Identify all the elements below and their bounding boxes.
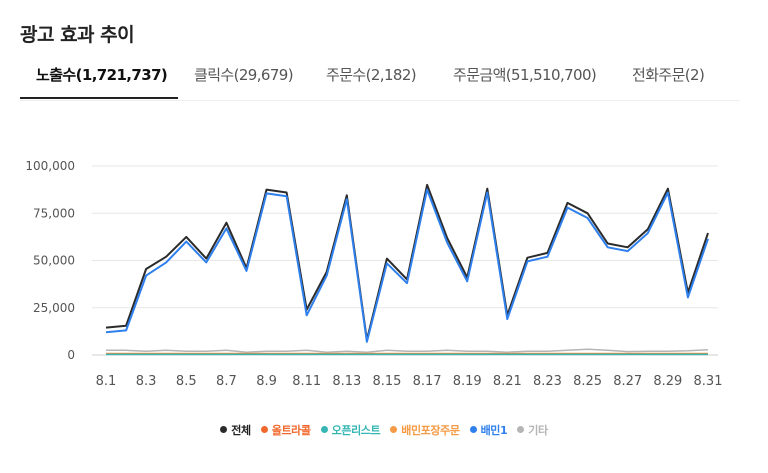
tab-orders[interactable]: 주문수(2,182) — [326, 66, 417, 84]
legend-dot-1 — [220, 426, 228, 433]
x-tick-label-8.15: 8.15 — [372, 374, 401, 389]
legend-label-2: 올트라콜 — [271, 424, 311, 437]
legend-item-1[interactable]: 전체 — [220, 422, 251, 438]
x-tick-label-8.19: 8.19 — [453, 374, 482, 389]
legend-item-3[interactable]: 오픈리스트 — [320, 422, 381, 438]
legend-dot-2 — [260, 426, 268, 433]
y-tick-label-75000: 75,000 — [33, 206, 75, 220]
legend-label-5: 배민1 — [480, 424, 508, 437]
y-tick-label-25000: 25,000 — [33, 301, 75, 315]
x-tick-label-8.27: 8.27 — [613, 374, 642, 389]
active-tab-underline — [20, 97, 178, 99]
tab-impressions[interactable]: 노출수(1,721,737) — [36, 66, 168, 84]
legend-dot-3 — [320, 426, 328, 433]
tab-order-amount[interactable]: 주문금액(51,510,700) — [453, 66, 597, 84]
tab-clicks[interactable]: 클릭수(29,679) — [194, 66, 293, 84]
metric-tabs: 노출수(1,721,737) 클릭수(29,679) 주문수(2,182) 주문… — [20, 64, 740, 101]
x-tick-label-8.13: 8.13 — [332, 374, 361, 389]
x-tick-label-8.23: 8.23 — [533, 374, 562, 389]
x-tick-label-8.7: 8.7 — [216, 374, 237, 389]
legend-item-6[interactable]: 기타 — [517, 422, 548, 438]
x-tick-label-8.21: 8.21 — [493, 374, 522, 389]
impressions-line-chart: 0 25,000 50,000 75,000 100,000 8.1 8.3 8.5 8.7 8.… — [25, 159, 723, 389]
tab-phone-orders[interactable]: 전화주문(2) — [632, 66, 705, 84]
legend-label-6: 기타 — [528, 424, 548, 437]
legend-item-4[interactable]: 배민포장주문 — [390, 422, 460, 438]
chart-legend: 전체 올트라콜 오픈리스트 배민포장주문 배민1 기타 — [0, 422, 768, 438]
x-tick-label-8.25: 8.25 — [573, 374, 602, 389]
legend-label-3: 오픈리스트 — [331, 424, 381, 437]
x-tick-label-8.1: 8.1 — [96, 374, 117, 389]
series-line-1 — [105, 183, 709, 341]
x-tick-label-8.31: 8.31 — [694, 374, 723, 389]
y-tick-label-100000: 100,000 — [25, 159, 75, 173]
series-line-5 — [105, 188, 709, 343]
legend-item-5[interactable]: 배민1 — [469, 422, 508, 438]
legend-item-2[interactable]: 올트라콜 — [260, 422, 311, 438]
legend-label-1: 전체 — [231, 424, 251, 437]
x-tick-label-8.3: 8.3 — [136, 374, 157, 389]
x-tick-label-8.9: 8.9 — [256, 374, 277, 389]
y-tick-label-50000: 50,000 — [33, 254, 75, 268]
legend-label-4: 배민포장주문 — [401, 424, 460, 437]
x-tick-label-8.11: 8.11 — [292, 374, 321, 389]
legend-dot-4 — [390, 426, 398, 433]
legend-dot-5 — [469, 426, 477, 433]
series-line-6 — [106, 348, 709, 353]
x-tick-label-8.29: 8.29 — [653, 374, 682, 389]
x-tick-label-8.5: 8.5 — [176, 374, 197, 389]
y-tick-label-0: 0 — [67, 348, 75, 362]
legend-dot-6 — [517, 426, 525, 433]
x-tick-label-8.17: 8.17 — [413, 374, 442, 389]
page-title: 광고 효과 추이 — [20, 24, 135, 46]
